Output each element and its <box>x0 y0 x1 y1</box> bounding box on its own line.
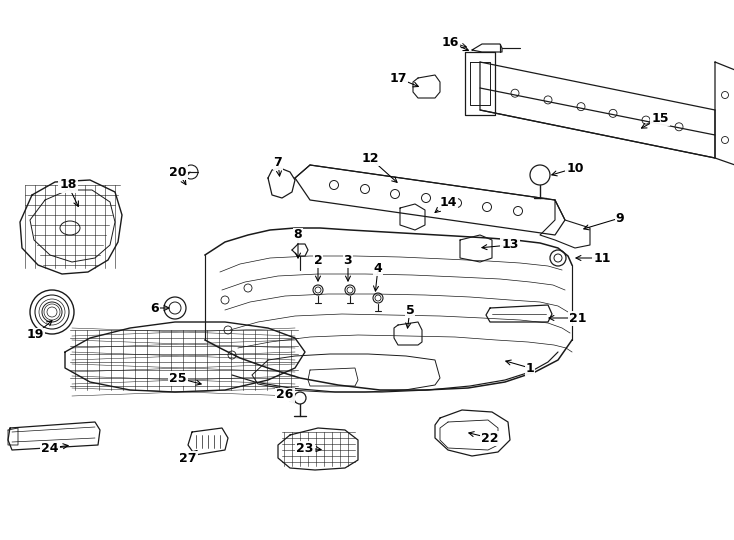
Text: 1: 1 <box>526 361 534 375</box>
Text: 18: 18 <box>59 179 76 192</box>
Text: 26: 26 <box>276 388 294 402</box>
Text: 23: 23 <box>297 442 313 455</box>
Text: 4: 4 <box>374 261 382 274</box>
Text: 24: 24 <box>41 442 59 455</box>
Text: 25: 25 <box>170 372 186 384</box>
Text: 8: 8 <box>294 228 302 241</box>
Text: 11: 11 <box>593 252 611 265</box>
Text: 9: 9 <box>616 212 625 225</box>
Text: 17: 17 <box>389 71 407 84</box>
Text: 10: 10 <box>566 161 584 174</box>
Text: 27: 27 <box>179 451 197 464</box>
Text: 13: 13 <box>501 239 519 252</box>
Text: 14: 14 <box>439 195 457 208</box>
Text: 2: 2 <box>313 253 322 267</box>
Text: 22: 22 <box>482 431 498 444</box>
Text: 20: 20 <box>170 165 186 179</box>
Text: 7: 7 <box>274 156 283 168</box>
Text: 12: 12 <box>361 152 379 165</box>
Text: 3: 3 <box>344 253 352 267</box>
Text: 19: 19 <box>26 328 44 341</box>
Text: 5: 5 <box>406 303 415 316</box>
Text: 21: 21 <box>570 312 586 325</box>
Text: 16: 16 <box>441 36 459 49</box>
Text: 6: 6 <box>150 301 159 314</box>
Text: 15: 15 <box>651 111 669 125</box>
